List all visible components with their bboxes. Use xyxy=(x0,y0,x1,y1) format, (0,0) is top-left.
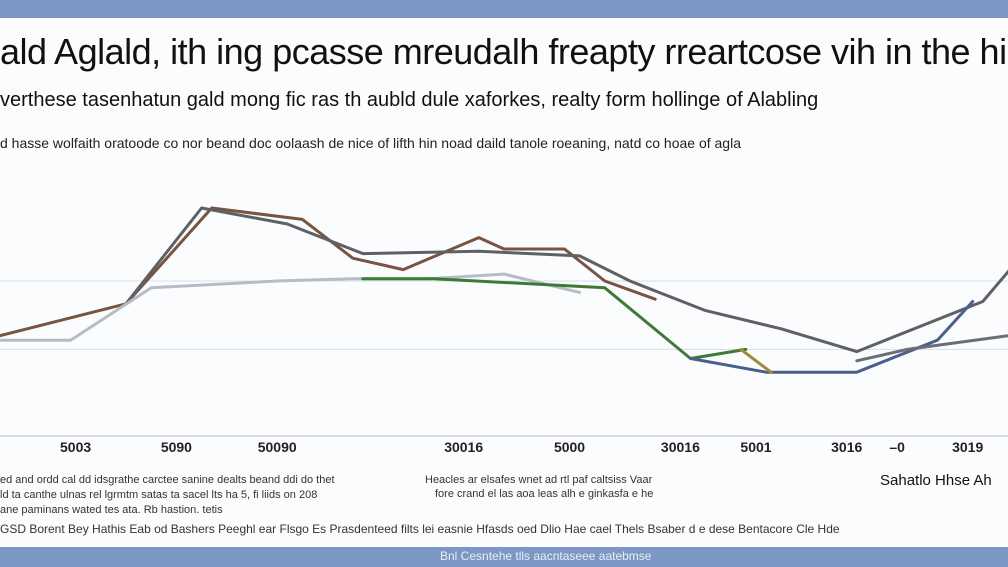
series-layer xyxy=(0,206,1008,374)
chart-subtitle: verthese tasenhatun gald mong fic ras th… xyxy=(0,89,819,111)
chart-title: ald Aglald, ith ing pcasse mreudalh frea… xyxy=(0,32,1008,72)
series-line-6 xyxy=(739,347,773,374)
footnote-line-5: fore crand el las aoa leas alh e ginkasf… xyxy=(435,488,654,500)
chart-legend: Sahatlo Hhse Ah xyxy=(880,472,992,489)
x-tick-label: 30016 xyxy=(661,439,700,455)
footnote-line-4: Heacles ar elsafes wnet ad rtl paf calts… xyxy=(425,474,653,486)
line-chart: 5003 5090 50090 30016 5000 30016 5001 3016 –0 301… xyxy=(0,206,1008,455)
x-tick-label: 30016 xyxy=(444,439,483,455)
chart-caption: d hasse wolfaith oratoode co nor beand d… xyxy=(0,135,741,151)
source-line: GSD Borent Bey Hathis Eab od Bashers Pee… xyxy=(0,522,840,536)
series-line-2 xyxy=(124,206,1008,354)
footnote-line-2: ld ta canthe ulnas rel lgrmtm satas ta s… xyxy=(0,489,318,501)
x-tick-label: 3019 xyxy=(952,439,983,455)
x-tick-label: 3016 xyxy=(831,439,862,455)
x-tick-label: –0 xyxy=(889,439,905,455)
top-frame-bar xyxy=(0,0,1008,18)
x-tick-label: 5090 xyxy=(161,439,192,455)
series-line-5 xyxy=(689,300,975,374)
series-line-3 xyxy=(0,272,582,342)
series-line-1 xyxy=(0,206,657,338)
series-line-4 xyxy=(361,277,748,360)
grid-layer xyxy=(0,280,1008,437)
chart-panel: ald Aglald, ith ing pcasse mreudalh frea… xyxy=(0,18,1008,547)
footer-text: Bnl Cesntehe tlls aacntaseee aatebmse xyxy=(440,549,652,563)
x-tick-label: 5000 xyxy=(554,439,585,455)
x-tick-label: 5001 xyxy=(740,439,771,455)
series-line-7 xyxy=(855,334,1008,363)
x-tick-label: 50090 xyxy=(258,439,297,455)
footnote-line-1: ed and ordd cal dd idsgrathe carctee san… xyxy=(0,474,335,486)
footnote-line-3: ane paminans wated tes ata. Rb hastion. … xyxy=(0,504,223,516)
x-tick-label: 5003 xyxy=(60,439,91,455)
bottom-frame-bar xyxy=(0,547,1008,567)
tick-layer: 5003 5090 50090 30016 5000 30016 5001 3016 –0 301… xyxy=(60,439,983,455)
